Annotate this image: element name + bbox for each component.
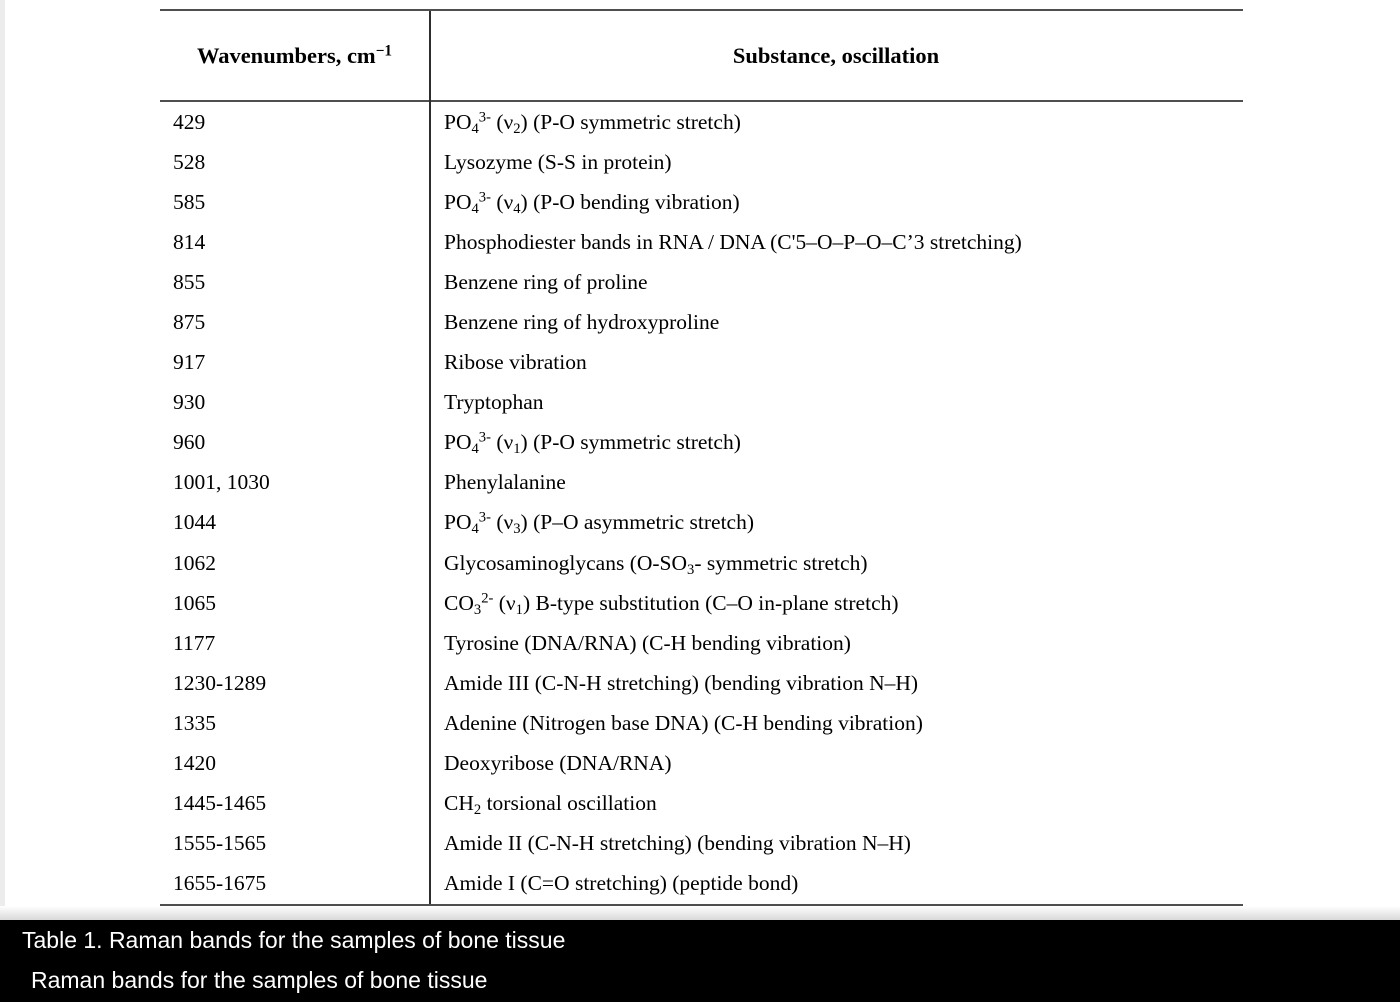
wavenumber-cell: 1062	[173, 550, 216, 575]
substance-cell: Amide III (C-N-H stretching) (bending vi…	[444, 670, 919, 695]
wavenumber-cell: 1044	[173, 510, 216, 535]
table-row: 585 PO43- (ν4) (P-O bending vibration)	[160, 182, 1243, 222]
header-cell-wavenumbers: Wavenumbers, cm−1	[196, 41, 393, 68]
table-row: 528 Lysozyme (S-S in protein)	[160, 142, 1243, 182]
substance-cell: Phenylalanine	[444, 470, 566, 495]
wavenumber-cell: 528	[173, 149, 206, 174]
substance-cell: Lysozyme (S-S in protein)	[444, 149, 672, 174]
table-row: 1001, 1030 Phenylalanine	[160, 463, 1243, 503]
wavenumber-cell: 429	[173, 109, 206, 134]
substance-cell: Benzene ring of hydroxyproline	[444, 310, 720, 335]
wavenumber-cell: 875	[173, 310, 206, 335]
wavenumber-cell: 1445-1465	[173, 791, 267, 816]
table-row: 1230-1289 Amide III (C-N-H stretching) (b…	[160, 663, 1243, 703]
substance-cell: Glycosaminoglycans (O-SO3- symmetric str…	[444, 550, 868, 578]
wavenumber-cell: 814	[173, 229, 206, 254]
substance-cell: PO43- (ν4) (P-O bending vibration)	[444, 189, 740, 217]
wavenumber-cell: 917	[173, 350, 206, 375]
substance-cell: CH2 torsional oscillation	[444, 791, 657, 819]
wavenumber-cell: 1065	[173, 590, 216, 615]
substance-cell: PO43- (ν2) (P-O symmetric stretch)	[444, 109, 741, 137]
table-body: 429 PO43- (ν2) (P-O symmetric stretch) 528…	[160, 102, 1243, 904]
wavenumber-cell: 1230-1289	[173, 670, 267, 695]
substance-cell: Adenine (Nitrogen base DNA) (C-H bending…	[444, 710, 923, 735]
table-row: 1335 Adenine (Nitrogen base DNA) (C-H ben…	[160, 703, 1243, 743]
raman-bands-table: Wavenumbers, cm−1 Substance, oscillation…	[160, 9, 1243, 906]
wavenumber-cell: 1555-1565	[173, 831, 267, 856]
substance-cell: CO32- (ν1) B-type substitution (C–O in-p…	[444, 590, 899, 618]
substance-cell: Amide II (C-N-H stretching) (bending vib…	[444, 831, 911, 856]
substance-cell: Benzene ring of proline	[444, 269, 648, 294]
table-row: 1044 PO43- (ν3) (P–O asymmetric stretch)	[160, 503, 1243, 543]
table-row: 917 Ribose vibration	[160, 343, 1243, 383]
caption-fade	[0, 906, 1400, 920]
table-row: 1445-1465 CH2 torsional oscillation	[160, 784, 1243, 824]
table-row: 1062 Glycosaminoglycans (O-SO3- symmetric…	[160, 543, 1243, 583]
table-row: 855 Benzene ring of proline	[160, 262, 1243, 302]
wavenumber-cell: 585	[173, 189, 206, 214]
caption-line-2: Raman bands for the samples of bone tiss…	[31, 967, 488, 993]
wavenumber-cell: 960	[173, 430, 206, 455]
table-row: 814 Phosphodiester bands in RNA / DNA (C'…	[160, 222, 1243, 262]
substance-cell: Ribose vibration	[444, 350, 587, 375]
substance-cell: Tryptophan	[444, 390, 544, 415]
wavenumber-cell: 1420	[173, 751, 216, 776]
wavenumber-cell: 1655-1675	[173, 871, 267, 896]
table-row: 960 PO43- (ν1) (P-O symmetric stretch)	[160, 423, 1243, 463]
table-row: 875 Benzene ring of hydroxyproline	[160, 302, 1243, 342]
wavenumber-cell: 1335	[173, 710, 216, 735]
substance-cell: Deoxyribose (DNA/RNA)	[444, 751, 672, 776]
caption-bar: Table 1. Raman bands for the samples of …	[0, 920, 1400, 1002]
header-cell-substance: Substance, oscillation	[732, 42, 940, 68]
table-row: 429 PO43- (ν2) (P-O symmetric stretch)	[160, 102, 1243, 142]
table-row: 1177 Tyrosine (DNA/RNA) (C-H bending vibr…	[160, 623, 1243, 663]
table-row: 930 Tryptophan	[160, 383, 1243, 423]
substance-cell: Phosphodiester bands in RNA / DNA (C'5–O…	[444, 229, 1022, 254]
caption-line-1: Table 1. Raman bands for the samples of …	[22, 927, 566, 953]
column-divider	[429, 11, 431, 904]
table-row: 1065 CO32- (ν1) B-type substitution (C–O …	[160, 583, 1243, 623]
page-edge-strip	[0, 0, 5, 911]
wavenumber-cell: 930	[173, 390, 206, 415]
substance-cell: PO43- (ν1) (P-O symmetric stretch)	[444, 430, 741, 458]
substance-cell: PO43- (ν3) (P–O asymmetric stretch)	[444, 510, 754, 538]
table-row: 1555-1565 Amide II (C-N-H stretching) (be…	[160, 824, 1243, 864]
wavenumber-cell: 1001, 1030	[173, 470, 270, 495]
table-row: 1655-1675 Amide I (C=O stretching) (pepti…	[160, 864, 1243, 904]
table-header-row: Wavenumbers, cm−1 Substance, oscillation	[160, 11, 1243, 102]
wavenumber-cell: 855	[173, 269, 206, 294]
wavenumber-cell: 1177	[173, 630, 216, 655]
substance-cell: Amide I (C=O stretching) (peptide bond)	[444, 871, 799, 896]
table-row: 1420 Deoxyribose (DNA/RNA)	[160, 744, 1243, 784]
substance-cell: Tyrosine (DNA/RNA) (C-H bending vibratio…	[444, 630, 851, 655]
